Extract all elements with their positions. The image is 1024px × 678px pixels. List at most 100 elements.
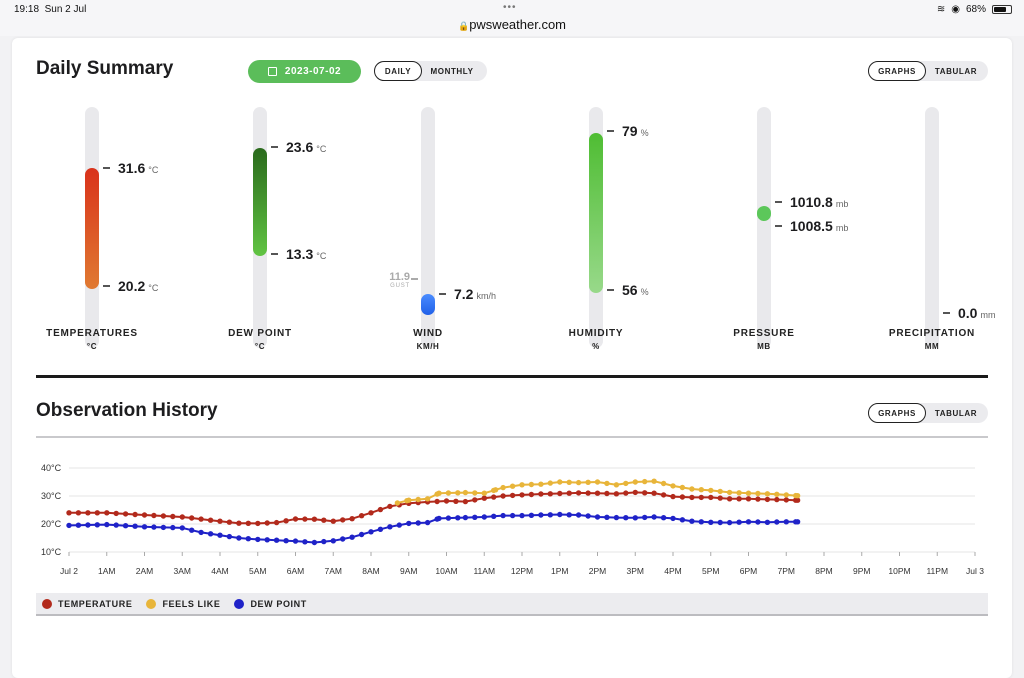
data-point bbox=[492, 487, 499, 493]
pressure-high: 1010.8 mb bbox=[775, 194, 848, 210]
data-point bbox=[66, 510, 72, 516]
tab-graphs[interactable]: GRAPHS bbox=[868, 61, 926, 81]
data-point bbox=[708, 487, 714, 494]
data-point bbox=[585, 490, 591, 496]
x-tick-label: 7AM bbox=[325, 566, 342, 576]
date-picker-button[interactable]: 2023-07-02 bbox=[248, 60, 361, 83]
data-point bbox=[613, 514, 620, 521]
observation-history-title: Observation History bbox=[36, 400, 218, 421]
tab-monthly[interactable]: MONTHLY bbox=[430, 66, 474, 76]
data-point bbox=[794, 493, 801, 499]
precipitation-caption: PRECIPITATION MM bbox=[888, 328, 976, 351]
data-point bbox=[283, 538, 289, 544]
legend-feels-like[interactable]: FEELS LIKE bbox=[146, 598, 220, 609]
wind-gust: 11.9 GUST bbox=[389, 271, 410, 289]
data-point bbox=[66, 522, 72, 529]
data-point bbox=[689, 494, 695, 501]
humidity-range-bar bbox=[589, 133, 603, 293]
data-point bbox=[94, 510, 101, 516]
temperature-gauge bbox=[85, 107, 99, 348]
data-point bbox=[189, 527, 195, 533]
legend-dew-point[interactable]: DEW POINT bbox=[234, 598, 306, 609]
data-point bbox=[453, 498, 459, 504]
x-tick-label: 5AM bbox=[249, 566, 266, 576]
data-point bbox=[349, 516, 355, 522]
selected-date: 2023-07-02 bbox=[284, 66, 342, 77]
history-tab-tabular[interactable]: TABULAR bbox=[934, 408, 978, 418]
data-point bbox=[651, 478, 657, 484]
data-point bbox=[481, 495, 487, 501]
data-point bbox=[455, 515, 461, 521]
data-point bbox=[528, 512, 535, 518]
data-point bbox=[273, 537, 280, 543]
data-point bbox=[670, 515, 676, 522]
data-point bbox=[632, 479, 638, 485]
gust-tick bbox=[411, 278, 418, 280]
dew-point-range-bar bbox=[253, 148, 267, 256]
data-point bbox=[632, 515, 638, 521]
y-tick-label: 30°C bbox=[41, 491, 62, 501]
data-point bbox=[745, 496, 752, 502]
data-point bbox=[774, 496, 780, 503]
data-point bbox=[302, 516, 308, 522]
data-point bbox=[566, 512, 572, 518]
data-point bbox=[85, 522, 91, 528]
data-point bbox=[198, 516, 204, 522]
data-point bbox=[358, 531, 365, 538]
x-tick-label: 2PM bbox=[589, 566, 606, 576]
data-point bbox=[500, 493, 506, 499]
data-point bbox=[94, 522, 101, 528]
data-point bbox=[462, 498, 469, 505]
data-point bbox=[604, 514, 610, 520]
data-point bbox=[394, 500, 401, 506]
data-point bbox=[104, 510, 110, 516]
tab-tabular[interactable]: TABULAR bbox=[934, 66, 978, 76]
x-tick-label: Jul 3 bbox=[966, 566, 984, 576]
history-tab-graphs[interactable]: GRAPHS bbox=[868, 403, 926, 423]
status-indicators: ≋ ◉ 68% bbox=[937, 4, 1012, 15]
pressure-gauge bbox=[757, 107, 771, 348]
pressure-low: 1008.5 mb bbox=[775, 218, 848, 234]
data-point bbox=[698, 487, 704, 493]
data-point bbox=[396, 522, 402, 528]
more-dots-icon[interactable]: ••• bbox=[503, 2, 517, 13]
data-point bbox=[302, 539, 308, 545]
data-point bbox=[726, 496, 733, 502]
data-point bbox=[75, 510, 82, 516]
data-point bbox=[651, 514, 657, 520]
series-line-dew-point bbox=[68, 513, 798, 544]
data-point bbox=[509, 492, 516, 499]
data-point bbox=[264, 537, 270, 543]
x-tick-label: 4AM bbox=[211, 566, 228, 576]
wind-bar bbox=[421, 294, 435, 315]
legend-dew-point-swatch bbox=[234, 598, 245, 609]
legend-temperature[interactable]: TEMPERATURE bbox=[42, 598, 132, 609]
data-point bbox=[436, 490, 442, 496]
battery-percent: 68% bbox=[965, 4, 986, 15]
x-tick-label: 11PM bbox=[926, 566, 948, 576]
data-point bbox=[594, 514, 601, 520]
data-point bbox=[679, 484, 686, 491]
data-point bbox=[557, 511, 563, 518]
temperature-caption: TEMPERATURES °C bbox=[46, 328, 138, 351]
data-point bbox=[547, 512, 553, 518]
data-point bbox=[538, 491, 544, 497]
data-point bbox=[436, 515, 442, 522]
data-point bbox=[509, 483, 516, 489]
data-point bbox=[604, 480, 610, 487]
precipitation-value: 0.0 mm bbox=[943, 305, 995, 321]
data-point bbox=[406, 497, 412, 503]
data-point bbox=[585, 479, 591, 485]
tab-daily[interactable]: DAILY bbox=[374, 61, 422, 81]
data-point bbox=[368, 529, 374, 535]
daily-summary-title: Daily Summary bbox=[36, 58, 174, 79]
address-bar[interactable]: 🔒pwsweather.com bbox=[0, 17, 1024, 32]
data-point bbox=[377, 506, 384, 513]
data-point bbox=[462, 514, 469, 521]
data-point bbox=[330, 518, 336, 524]
data-point bbox=[755, 519, 761, 525]
section-divider bbox=[36, 375, 988, 378]
battery-icon bbox=[992, 5, 1012, 14]
orientation-lock-icon: ◉ bbox=[951, 4, 960, 15]
data-point bbox=[491, 494, 497, 500]
